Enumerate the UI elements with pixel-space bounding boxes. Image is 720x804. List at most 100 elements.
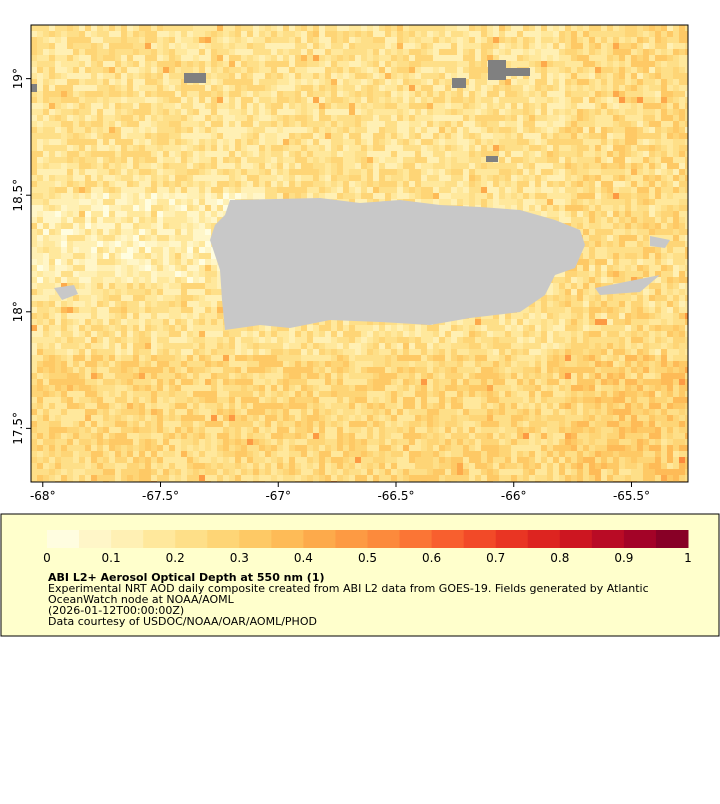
raster-cell — [601, 259, 607, 265]
raster-cell — [121, 115, 127, 121]
raster-cell — [121, 97, 127, 103]
raster-cell — [451, 121, 457, 127]
raster-cell — [43, 151, 49, 157]
raster-cell — [685, 253, 688, 259]
raster-cell — [235, 157, 241, 163]
raster-cell — [499, 91, 505, 97]
raster-cell — [145, 127, 151, 133]
raster-cell — [157, 223, 163, 229]
raster-cell — [631, 127, 637, 133]
raster-cell — [67, 85, 73, 91]
raster-cell — [481, 139, 487, 145]
raster-cell — [145, 97, 151, 103]
raster-cell — [103, 193, 109, 199]
raster-cell — [451, 109, 457, 115]
raster-cell — [661, 271, 667, 277]
raster-cell — [301, 121, 307, 127]
raster-cell — [685, 205, 688, 211]
raster-cell — [85, 259, 91, 265]
raster-cell — [559, 181, 565, 187]
raster-cell — [211, 211, 217, 217]
raster-cell — [475, 199, 481, 205]
raster-cell — [493, 25, 499, 31]
raster-cell — [535, 181, 541, 187]
raster-cell — [55, 25, 61, 31]
raster-cell — [79, 133, 85, 139]
raster-cell — [559, 175, 565, 181]
raster-cell — [85, 193, 91, 199]
raster-cell — [37, 97, 43, 103]
raster-cell — [469, 151, 475, 157]
raster-cell — [463, 181, 469, 187]
raster-cell — [409, 67, 415, 73]
raster-cell — [31, 55, 37, 61]
raster-cell — [493, 37, 499, 43]
raster-cell — [199, 25, 205, 31]
raster-cell — [211, 205, 217, 211]
raster-cell — [91, 109, 97, 115]
raster-cell — [661, 91, 667, 97]
raster-cell — [643, 199, 649, 205]
raster-cell — [523, 163, 529, 169]
raster-cell — [649, 73, 655, 79]
raster-cell — [169, 97, 175, 103]
raster-cell — [217, 187, 223, 193]
raster-cell — [583, 289, 589, 295]
raster-cell — [625, 25, 631, 31]
raster-cell — [625, 133, 631, 139]
raster-cell — [667, 253, 673, 259]
raster-cell — [127, 121, 133, 127]
raster-cell — [343, 151, 349, 157]
raster-cell — [475, 85, 481, 91]
raster-cell — [409, 61, 415, 67]
raster-cell — [349, 181, 355, 187]
raster-cell — [49, 181, 55, 187]
raster-cell — [391, 37, 397, 43]
raster-cell — [43, 253, 49, 259]
raster-cell — [559, 169, 565, 175]
raster-cell — [67, 163, 73, 169]
raster-cell — [661, 133, 667, 139]
raster-cell — [589, 43, 595, 49]
raster-cell — [685, 97, 688, 103]
raster-cell — [631, 37, 637, 43]
raster-cell — [589, 205, 595, 211]
raster-cell — [229, 145, 235, 151]
raster-cell — [223, 145, 229, 151]
raster-cell — [187, 49, 193, 55]
raster-cell — [253, 115, 259, 121]
raster-cell — [673, 85, 679, 91]
raster-cell — [433, 163, 439, 169]
raster-cell — [337, 145, 343, 151]
raster-cell — [643, 91, 649, 97]
raster-cell — [145, 205, 151, 211]
raster-cell — [193, 133, 199, 139]
raster-cell — [49, 253, 55, 259]
raster-cell — [631, 61, 637, 67]
raster-cell — [235, 103, 241, 109]
raster-cell — [511, 79, 517, 85]
raster-cell — [463, 55, 469, 61]
raster-cell — [121, 241, 127, 247]
raster-cell — [361, 37, 367, 43]
raster-cell — [433, 193, 439, 199]
raster-cell — [481, 145, 487, 151]
raster-cell — [163, 79, 169, 85]
raster-cell — [487, 79, 493, 85]
raster-cell — [109, 253, 115, 259]
raster-cell — [181, 61, 187, 67]
raster-cell — [583, 85, 589, 91]
raster-cell — [601, 265, 607, 271]
raster-cell — [157, 157, 163, 163]
raster-cell — [337, 97, 343, 103]
raster-cell — [43, 229, 49, 235]
raster-cell — [121, 127, 127, 133]
raster-cell — [313, 43, 319, 49]
raster-cell — [337, 91, 343, 97]
raster-cell — [109, 193, 115, 199]
raster-cell — [283, 31, 289, 37]
raster-cell — [487, 163, 493, 169]
raster-cell — [61, 265, 67, 271]
raster-cell — [31, 115, 37, 121]
raster-cell — [127, 211, 133, 217]
